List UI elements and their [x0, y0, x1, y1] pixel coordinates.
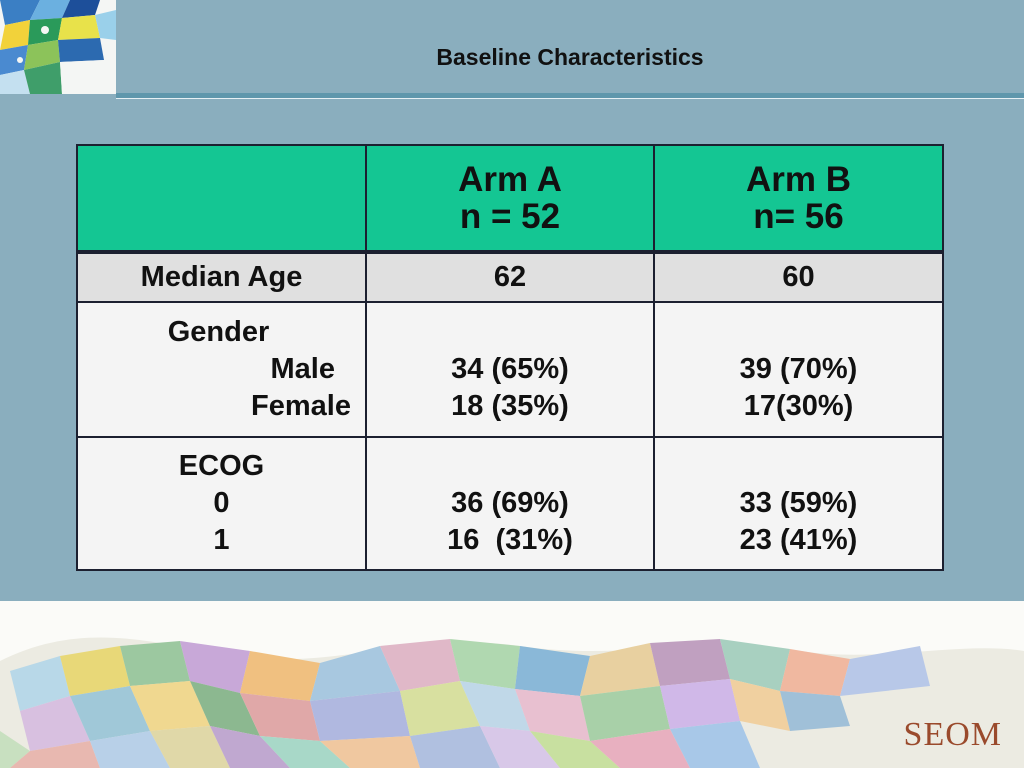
arm-b-value: 39 (70%) 17(30%): [653, 301, 944, 438]
table-row: ECOG 0 1 36 (69%) 16 (31%) 33 (59%) 23 (…: [76, 436, 944, 571]
mosaic-logo-icon: [0, 0, 116, 94]
header-arm-a: Arm A n = 52: [365, 144, 655, 254]
title-divider: [116, 93, 1024, 99]
arm-a-value: 34 (65%) 18 (35%): [365, 301, 655, 438]
header-arm-b: Arm B n= 56: [653, 144, 944, 254]
arm-b-n: n= 56: [753, 197, 844, 236]
header-empty-cell: [76, 144, 367, 254]
mosaic-band: SEOM: [0, 601, 1024, 768]
table-row: Gender Male Female 34 (65%) 18 (35%) 39 …: [76, 301, 944, 438]
seom-logo-text: SEOM: [903, 716, 1002, 753]
arm-a-name: Arm A: [458, 160, 562, 199]
arm-b-value: 60: [653, 251, 944, 303]
row-label: Gender Male Female: [76, 301, 367, 438]
arm-a-value: 36 (69%) 16 (31%): [365, 436, 655, 571]
baseline-table: Arm A n = 52 Arm B n= 56 Median Age 62 6…: [76, 144, 944, 571]
arm-a-n: n = 52: [459, 197, 561, 236]
arm-b-value: 33 (59%) 23 (41%): [653, 436, 944, 571]
mosaic-logo: [0, 0, 116, 94]
slide-title: Baseline Characteristics: [436, 44, 704, 70]
row-label: ECOG 0 1: [76, 436, 367, 571]
row-label: Median Age: [76, 251, 367, 303]
table-row: Median Age 62 60: [76, 251, 944, 303]
arm-a-value: 62: [365, 251, 655, 303]
arm-b-name: Arm B: [745, 160, 852, 199]
mosaic-band-icon: [0, 637, 1024, 768]
table-header-row: Arm A n = 52 Arm B n= 56: [76, 144, 944, 254]
